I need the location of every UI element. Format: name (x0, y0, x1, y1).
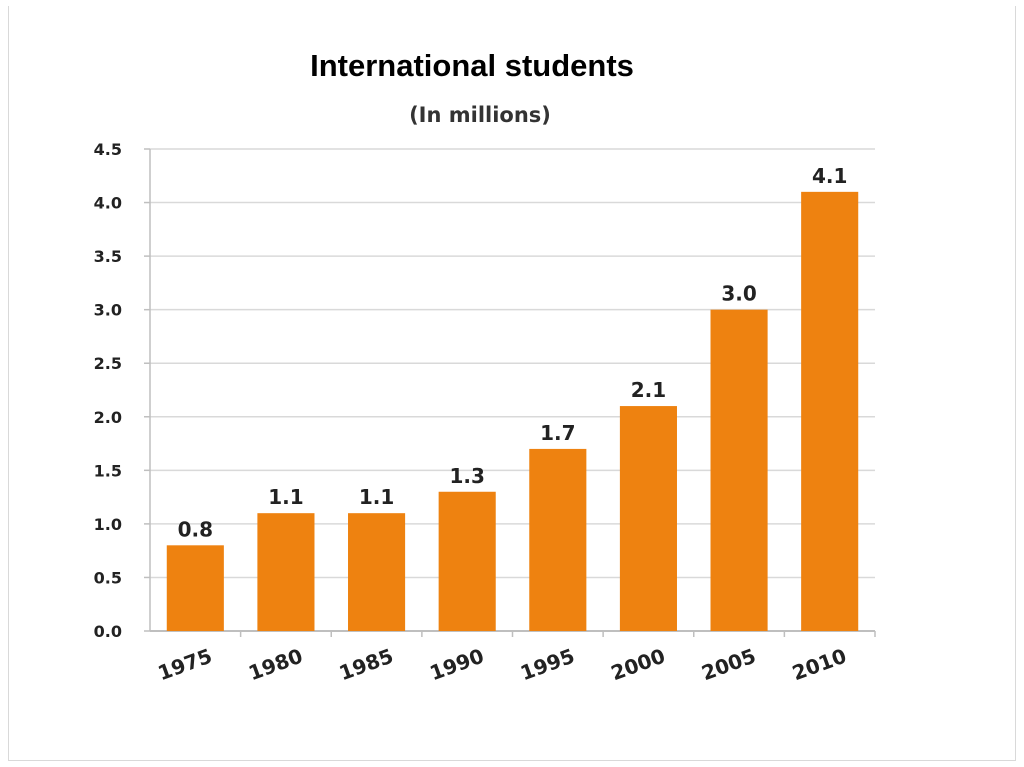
data-label: 1.3 (449, 464, 484, 488)
y-tick-label: 3.0 (94, 301, 122, 320)
bar (619, 406, 677, 631)
x-category-label: 2005 (698, 644, 759, 686)
x-category-label: 1985 (336, 644, 397, 686)
data-label: 2.1 (631, 378, 666, 402)
bar (529, 448, 587, 631)
y-tick-label: 1.5 (94, 461, 122, 480)
data-label: 1.1 (359, 485, 394, 509)
bar (710, 309, 768, 631)
data-label: 1.1 (268, 485, 303, 509)
x-category-label: 2000 (608, 644, 669, 686)
x-category-label: 1990 (427, 644, 488, 686)
x-category-label: 1980 (245, 644, 306, 686)
x-category-label: 1975 (155, 644, 216, 686)
x-category-label: 1995 (517, 644, 578, 686)
y-tick-label: 2.5 (94, 354, 122, 373)
data-label: 0.8 (178, 517, 213, 541)
bar (348, 513, 406, 631)
y-tick-label: 0.5 (94, 568, 122, 587)
bar (166, 545, 224, 631)
bars (166, 191, 859, 631)
chart-subtitle: (In millions) (409, 103, 551, 127)
y-tick-label: 2.0 (94, 408, 122, 427)
slide-frame (8, 6, 1016, 761)
data-label: 3.0 (721, 282, 756, 306)
y-tick-label: 4.0 (94, 194, 122, 213)
y-tick-label: 3.5 (94, 247, 122, 266)
y-tick-label: 0.0 (94, 622, 122, 641)
data-label: 1.7 (540, 421, 575, 445)
data-label: 4.1 (812, 164, 847, 188)
y-tick-label: 4.5 (94, 140, 122, 159)
x-category-label: 2010 (789, 644, 850, 686)
y-tick-label: 1.0 (94, 515, 122, 534)
slide-title: International students (310, 48, 634, 83)
bar (438, 491, 496, 631)
bar (801, 191, 859, 631)
bar (257, 513, 315, 631)
